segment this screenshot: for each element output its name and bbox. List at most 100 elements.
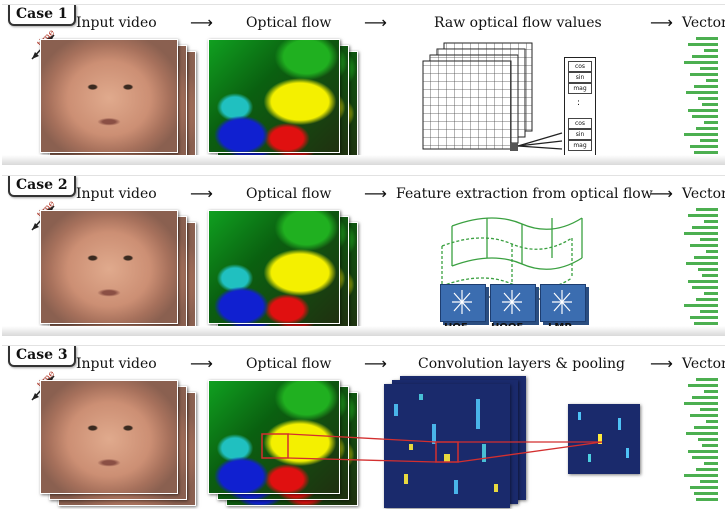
receptive-field-lines — [261, 433, 603, 463]
value-sin: sin — [568, 129, 592, 140]
vector-bar — [692, 396, 718, 399]
case-3-tag: Case 3 — [8, 346, 76, 367]
vector-bar — [690, 73, 718, 76]
vector-bar — [690, 414, 718, 417]
vector-bar — [690, 145, 718, 148]
case-2-optical-flow-label: Optical flow — [246, 186, 332, 202]
case-2-tag: Case 2 — [8, 176, 76, 197]
feature-hof — [440, 284, 486, 322]
flow-frame — [208, 210, 340, 324]
vector-bar — [702, 274, 718, 277]
vector-bar — [692, 226, 718, 229]
arrow-3a: ⟶ — [190, 354, 213, 373]
vector-bar — [688, 214, 718, 217]
conv-feature-map — [384, 384, 510, 508]
video-frame — [40, 39, 178, 153]
vector-bar — [684, 232, 718, 235]
vector-bar — [692, 115, 718, 118]
vector-bar — [698, 268, 718, 271]
case-3-optical-flow-label: Optical flow — [246, 356, 332, 372]
star-arrows-icon — [452, 290, 572, 314]
vector-bar — [684, 402, 718, 405]
value-mag: mag — [568, 140, 592, 151]
video-frame — [40, 210, 178, 324]
vector-bar — [688, 384, 718, 387]
vector-bar — [696, 378, 718, 381]
vector-bar — [700, 139, 718, 142]
vector-bar — [704, 49, 718, 52]
vector-bar — [692, 456, 718, 459]
arrow-2c: ⟶ — [650, 184, 673, 203]
vector-bar — [702, 444, 718, 447]
value-cos: cos — [568, 118, 592, 129]
vector-bar — [688, 109, 718, 112]
value-sin: sin — [568, 72, 592, 83]
vector-bar — [694, 322, 718, 325]
vector-bar — [706, 79, 718, 82]
vector-bar — [700, 408, 718, 411]
vector-bar — [704, 292, 718, 295]
vector-bar — [700, 310, 718, 313]
raw-value-column: cos sin mag : cos sin mag — [564, 57, 596, 157]
vector-bar — [704, 220, 718, 223]
vector-bar — [696, 127, 718, 130]
flow-frame — [208, 39, 340, 153]
vector-bar — [686, 262, 718, 265]
case-1-vector-label: Vector — [682, 15, 725, 31]
vector-bar — [684, 61, 718, 64]
vector-bar — [694, 426, 718, 429]
vector-bar — [696, 208, 718, 211]
arrow-1b: ⟶ — [364, 13, 387, 32]
vector-bar — [696, 468, 718, 471]
feature-vector — [678, 378, 718, 504]
feature-vector — [678, 208, 718, 328]
flow-frame — [208, 380, 340, 494]
case-1-tag: Case 1 — [8, 5, 76, 26]
case-3-panel: Case 3 Input video ⟶ Optical flow ⟶ Conv… — [2, 345, 725, 509]
arrow-1a: ⟶ — [190, 13, 213, 32]
vector-bar — [698, 438, 718, 441]
case-2-step-label: Feature extraction from optical flow — [396, 186, 653, 202]
pooled-activations — [578, 412, 629, 462]
feature-vector — [678, 37, 718, 157]
case-3-input-video-label: Input video — [76, 356, 157, 372]
case-1-optical-flow-label: Optical flow — [246, 15, 332, 31]
arrow-1c: ⟶ — [650, 13, 673, 32]
case-2-panel: Case 2 Input video ⟶ Optical flow ⟶ Feat… — [2, 175, 725, 336]
vector-bar — [690, 486, 718, 489]
vector-bar — [684, 133, 718, 136]
feature-hoof — [490, 284, 536, 322]
vector-bar — [686, 91, 718, 94]
vector-bar — [700, 480, 718, 483]
vector-bar — [696, 37, 718, 40]
vector-bar — [688, 280, 718, 283]
raw-value-grids — [422, 42, 563, 151]
video-frame — [40, 380, 178, 494]
vector-bar — [704, 462, 718, 465]
vector-bar — [692, 55, 718, 58]
arrow-3b: ⟶ — [364, 354, 387, 373]
vector-bar — [706, 420, 718, 423]
conv-activations — [394, 394, 498, 494]
vector-bar — [696, 298, 718, 301]
vector-bar — [702, 103, 718, 106]
value-mag: mag — [568, 83, 592, 94]
case-3-vector-label: Vector — [682, 356, 725, 372]
vector-bar — [688, 43, 718, 46]
vector-bar — [690, 244, 718, 247]
vector-bar — [698, 97, 718, 100]
arrow-2b: ⟶ — [364, 184, 387, 203]
arrow-2a: ⟶ — [190, 184, 213, 203]
vector-bar — [694, 256, 718, 259]
vector-bar — [704, 121, 718, 124]
case-1-panel: Case 1 Input video ⟶ Optical flow ⟶ Raw … — [2, 4, 725, 165]
vector-bar — [692, 286, 718, 289]
vector-bar — [694, 151, 718, 154]
vector-bar — [696, 498, 718, 501]
vector-bar — [686, 432, 718, 435]
case-1-input-video-label: Input video — [76, 15, 157, 31]
case-2-input-video-label: Input video — [76, 186, 157, 202]
vector-bar — [700, 67, 718, 70]
vector-bar — [684, 304, 718, 307]
case-1-step-label: Raw optical flow values — [434, 15, 602, 31]
